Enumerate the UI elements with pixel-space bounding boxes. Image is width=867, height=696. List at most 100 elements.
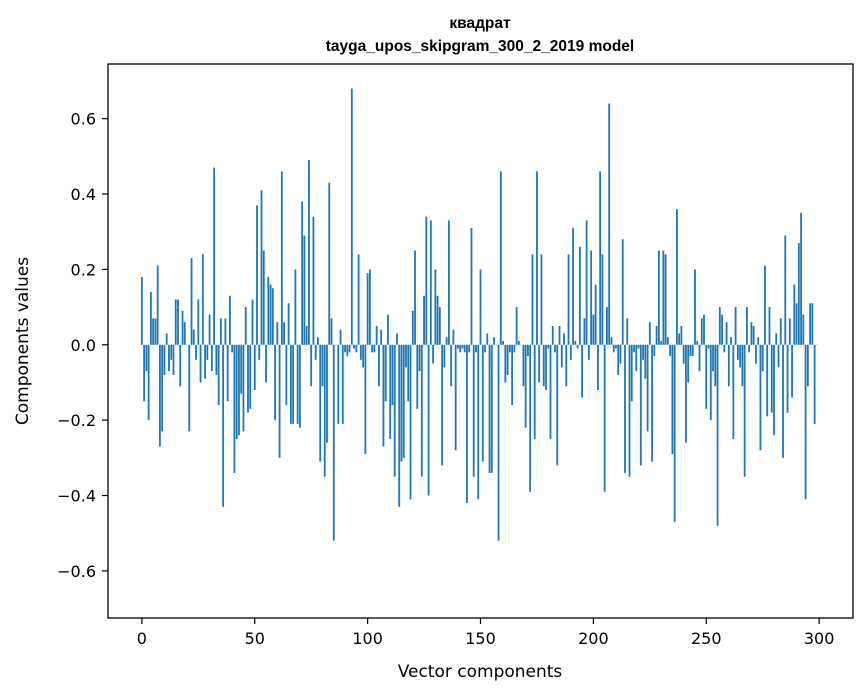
bar (416, 344, 419, 409)
bar (154, 318, 157, 345)
bar (402, 344, 405, 458)
bar (508, 344, 511, 353)
bar (407, 344, 410, 402)
bar (594, 284, 597, 345)
bar (502, 341, 504, 345)
bar (612, 344, 615, 353)
bar (569, 344, 572, 360)
bar (276, 322, 279, 345)
bar (468, 344, 471, 353)
bar (768, 307, 771, 345)
bar (398, 344, 401, 507)
bar (775, 333, 778, 345)
bar (425, 216, 428, 345)
bar (387, 314, 389, 345)
bar (206, 344, 209, 360)
bar (341, 344, 344, 424)
bar (450, 344, 453, 387)
bar (581, 344, 583, 398)
bar (159, 344, 161, 447)
bar (621, 239, 624, 345)
bar (256, 205, 258, 345)
bar (533, 344, 536, 439)
bar (183, 322, 186, 345)
bar (368, 269, 371, 345)
bar (328, 182, 331, 345)
bar (457, 344, 459, 349)
bar (163, 344, 166, 375)
bar (596, 344, 599, 390)
bar (633, 344, 635, 353)
bar (678, 333, 681, 345)
bar (809, 303, 812, 345)
bar (556, 344, 559, 466)
bar (238, 344, 240, 436)
bar (147, 344, 150, 421)
bar (400, 344, 403, 462)
bar (736, 344, 739, 360)
bar (797, 243, 800, 345)
bar (479, 269, 482, 345)
bar (608, 103, 611, 345)
bar (759, 344, 762, 451)
bar (215, 344, 218, 375)
bar (382, 344, 385, 447)
bar (488, 344, 491, 473)
bar (630, 344, 633, 402)
x-tick-label: 250 (691, 629, 722, 648)
bar (696, 341, 699, 345)
bar (761, 344, 764, 372)
bar (337, 344, 340, 424)
bar (380, 329, 383, 345)
bar (707, 344, 710, 349)
bar (371, 344, 374, 353)
bar (748, 344, 751, 353)
bar (714, 344, 717, 387)
bar (190, 258, 193, 345)
bar (373, 344, 376, 353)
bar (734, 307, 737, 345)
bar (583, 318, 586, 345)
bar (463, 344, 466, 353)
bar (242, 344, 245, 432)
bar (743, 344, 746, 477)
bar (247, 344, 249, 413)
y-tick-label: 0.6 (71, 110, 96, 129)
bar (529, 344, 532, 492)
bar (648, 322, 651, 345)
bar (260, 190, 263, 345)
bar (339, 329, 342, 345)
bar (441, 344, 444, 466)
bar (673, 344, 676, 522)
bar (664, 254, 667, 345)
bar (750, 322, 753, 345)
bar (642, 344, 644, 360)
bar (653, 344, 656, 357)
bar (538, 344, 541, 383)
bar (310, 344, 313, 387)
x-tick-label: 100 (352, 629, 383, 648)
bar (615, 344, 617, 349)
bar (685, 344, 687, 443)
bar (296, 344, 299, 424)
x-axis-label: Vector components (398, 662, 563, 682)
bar (477, 344, 480, 500)
bar (522, 344, 525, 387)
bar (576, 344, 579, 349)
bar (599, 171, 602, 345)
bar (793, 284, 796, 345)
bar (662, 250, 665, 345)
bar (727, 344, 730, 387)
bar (619, 344, 622, 364)
bar (459, 344, 462, 353)
bar (542, 344, 545, 387)
bar (716, 344, 719, 526)
bar (346, 344, 349, 357)
bar (285, 344, 288, 406)
bar (294, 269, 297, 345)
bar (527, 344, 529, 357)
bar (350, 88, 353, 345)
bar (725, 322, 728, 345)
bar (344, 344, 346, 353)
bar (447, 220, 450, 345)
